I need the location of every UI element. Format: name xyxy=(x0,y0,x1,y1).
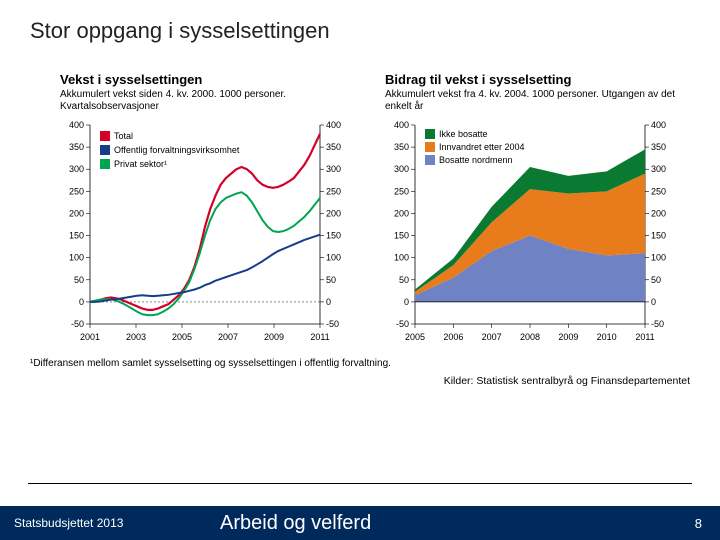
footer-bar: Statsbudsjettet 2013 Arbeid og velferd 8 xyxy=(0,506,720,540)
svg-text:Privat sektor¹: Privat sektor¹ xyxy=(114,159,167,169)
svg-text:300: 300 xyxy=(394,164,409,174)
svg-text:100: 100 xyxy=(651,253,666,263)
svg-text:350: 350 xyxy=(394,142,409,152)
svg-text:400: 400 xyxy=(69,120,84,130)
footer-center-text: Arbeid og velferd xyxy=(200,512,695,535)
svg-text:2011: 2011 xyxy=(635,332,654,342)
svg-text:0: 0 xyxy=(651,297,656,307)
svg-text:2007: 2007 xyxy=(218,332,238,342)
svg-text:400: 400 xyxy=(394,120,409,130)
svg-text:Innvandret etter 2004: Innvandret etter 2004 xyxy=(439,142,525,152)
svg-text:2009: 2009 xyxy=(558,332,578,342)
right-chart-column: Bidrag til vekst i sysselsetting Akkumul… xyxy=(385,72,700,344)
svg-text:Offentlig forvaltningsvirksomh: Offentlig forvaltningsvirksomhet xyxy=(114,145,240,155)
page-number: 8 xyxy=(695,516,720,531)
svg-text:2005: 2005 xyxy=(405,332,425,342)
svg-text:200: 200 xyxy=(326,208,341,218)
svg-text:100: 100 xyxy=(326,253,341,263)
svg-text:250: 250 xyxy=(326,186,341,196)
left-chart-subtitle: Akkumulert vekst siden 4. kv. 2000. 1000… xyxy=(60,89,375,113)
svg-text:0: 0 xyxy=(79,297,84,307)
chart-row: Vekst i sysselsettingen Akkumulert vekst… xyxy=(0,44,720,344)
svg-text:350: 350 xyxy=(651,142,666,152)
svg-text:250: 250 xyxy=(69,186,84,196)
svg-text:250: 250 xyxy=(651,186,666,196)
svg-text:2001: 2001 xyxy=(80,332,100,342)
left-chart: -50 -50 0 0 50 50 100 100 150 150 200 200 250 250 300 3… xyxy=(60,119,375,344)
svg-text:200: 200 xyxy=(651,208,666,218)
svg-text:0: 0 xyxy=(326,297,331,307)
svg-text:0: 0 xyxy=(404,297,409,307)
divider-line xyxy=(28,483,692,484)
right-chart: -50 -50 0 0 50 50 100 100 150 150 200 200 250 250 300 3… xyxy=(385,119,700,344)
svg-text:200: 200 xyxy=(394,208,409,218)
svg-text:2010: 2010 xyxy=(597,332,617,342)
svg-text:-50: -50 xyxy=(651,319,664,329)
sources-text: Kilder: Statistisk sentralbyrå og Finans… xyxy=(0,369,720,387)
svg-text:50: 50 xyxy=(399,275,409,285)
svg-text:100: 100 xyxy=(394,253,409,263)
svg-text:400: 400 xyxy=(326,120,341,130)
svg-text:400: 400 xyxy=(651,120,666,130)
svg-text:2011: 2011 xyxy=(310,332,329,342)
svg-text:2003: 2003 xyxy=(126,332,146,342)
svg-text:150: 150 xyxy=(326,231,341,241)
svg-text:200: 200 xyxy=(69,208,84,218)
svg-text:150: 150 xyxy=(69,231,84,241)
left-chart-column: Vekst i sysselsettingen Akkumulert vekst… xyxy=(60,72,375,344)
svg-text:50: 50 xyxy=(651,275,661,285)
right-chart-subtitle: Akkumulert vekst fra 4. kv. 2004. 1000 p… xyxy=(385,89,700,113)
svg-text:300: 300 xyxy=(69,164,84,174)
svg-text:-50: -50 xyxy=(396,319,409,329)
svg-text:2005: 2005 xyxy=(172,332,192,342)
svg-text:150: 150 xyxy=(651,231,666,241)
svg-text:350: 350 xyxy=(326,142,341,152)
left-chart-title: Vekst i sysselsettingen xyxy=(60,72,375,87)
svg-text:150: 150 xyxy=(394,231,409,241)
svg-text:250: 250 xyxy=(394,186,409,196)
svg-text:350: 350 xyxy=(69,142,84,152)
svg-text:Bosatte nordmenn: Bosatte nordmenn xyxy=(439,155,513,165)
svg-text:300: 300 xyxy=(326,164,341,174)
right-chart-title: Bidrag til vekst i sysselsetting xyxy=(385,72,700,87)
footnote-text: ¹Differansen mellom samlet sysselsetting… xyxy=(0,344,720,369)
svg-text:Ikke bosatte: Ikke bosatte xyxy=(439,129,488,139)
svg-text:-50: -50 xyxy=(71,319,84,329)
svg-text:2009: 2009 xyxy=(264,332,284,342)
svg-text:50: 50 xyxy=(74,275,84,285)
svg-text:2006: 2006 xyxy=(443,332,463,342)
svg-text:Total: Total xyxy=(114,131,133,141)
svg-text:50: 50 xyxy=(326,275,336,285)
svg-text:100: 100 xyxy=(69,253,84,263)
svg-text:2008: 2008 xyxy=(520,332,540,342)
slide-title: Stor oppgang i sysselsettingen xyxy=(0,0,720,44)
footer-left-text: Statsbudsjettet 2013 xyxy=(0,516,200,530)
svg-text:300: 300 xyxy=(651,164,666,174)
svg-text:2007: 2007 xyxy=(482,332,502,342)
svg-text:-50: -50 xyxy=(326,319,339,329)
